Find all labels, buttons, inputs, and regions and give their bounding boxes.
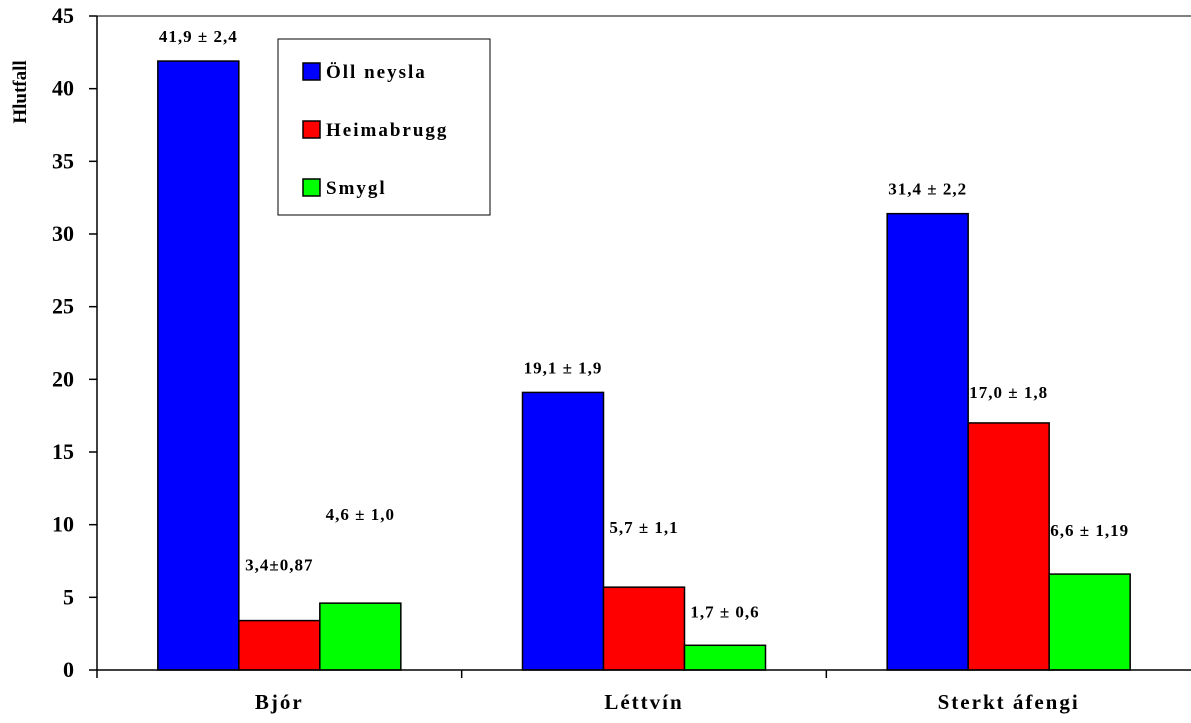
y-tick-label: 20 bbox=[52, 366, 74, 391]
legend: Öll neysla Heimabrugg Smygl bbox=[277, 38, 491, 216]
bar-smygl-0 bbox=[319, 602, 402, 671]
bar-heimabrugg-1 bbox=[602, 586, 686, 671]
y-tick-label: 0 bbox=[63, 657, 74, 682]
data-label: 6,6 ± 1,19 bbox=[1050, 521, 1129, 540]
legend-swatch bbox=[302, 178, 321, 197]
data-labels-group: 41,9 ± 2,4 19,1 ± 1,9 31,4 ± 2,2 3,4±0,87 5,… bbox=[159, 27, 1129, 621]
y-tick-label: 10 bbox=[52, 512, 74, 537]
data-label: 1,7 ± 0,6 bbox=[690, 602, 759, 621]
bar--ll-neysla-0 bbox=[157, 60, 240, 671]
data-label: 3,4±0,87 bbox=[245, 556, 313, 575]
data-label: 19,1 ± 1,9 bbox=[524, 358, 603, 377]
bar--ll-neysla-2 bbox=[886, 212, 969, 671]
data-label: 5,7 ± 1,1 bbox=[609, 518, 678, 537]
x-category-label: Bjór bbox=[255, 690, 304, 714]
legend-swatch bbox=[302, 62, 321, 81]
bar-heimabrugg-0 bbox=[238, 619, 321, 671]
y-tick-label: 45 bbox=[52, 3, 74, 28]
y-tick-label: 15 bbox=[52, 439, 74, 464]
bar-smygl-2 bbox=[1048, 573, 1131, 671]
y-tick-label: 5 bbox=[63, 584, 74, 609]
legend-label: Smygl bbox=[326, 178, 387, 199]
data-label: 4,6 ± 1,0 bbox=[326, 505, 395, 524]
y-axis-label: Hlutfall bbox=[10, 60, 31, 123]
x-ticks-group: Bjór Léttvín Sterkt áfengi bbox=[96, 670, 1080, 714]
y-tick-label: 35 bbox=[52, 148, 74, 173]
data-label: 17,0 ± 1,8 bbox=[969, 383, 1048, 402]
legend-swatch bbox=[302, 120, 321, 139]
y-tick-label: 25 bbox=[52, 294, 74, 319]
y-tick-label: 40 bbox=[52, 76, 74, 101]
data-label: 41,9 ± 2,4 bbox=[159, 27, 238, 46]
x-category-label: Sterkt áfengi bbox=[938, 690, 1080, 714]
bar-smygl-1 bbox=[683, 644, 767, 671]
bar--ll-neysla-1 bbox=[521, 391, 605, 671]
data-label: 31,4 ± 2,2 bbox=[888, 180, 967, 199]
legend-label: Heimabrugg bbox=[326, 120, 448, 141]
bars-group bbox=[157, 60, 1131, 671]
axes-group bbox=[96, 15, 1191, 671]
y-ticks-group: 0 5 10 15 20 25 30 35 40 45 bbox=[52, 3, 97, 682]
x-category-label: Léttvín bbox=[604, 690, 683, 714]
y-tick-label: 30 bbox=[52, 221, 74, 246]
bar-heimabrugg-2 bbox=[967, 422, 1050, 671]
legend-label: Öll neysla bbox=[326, 62, 427, 83]
